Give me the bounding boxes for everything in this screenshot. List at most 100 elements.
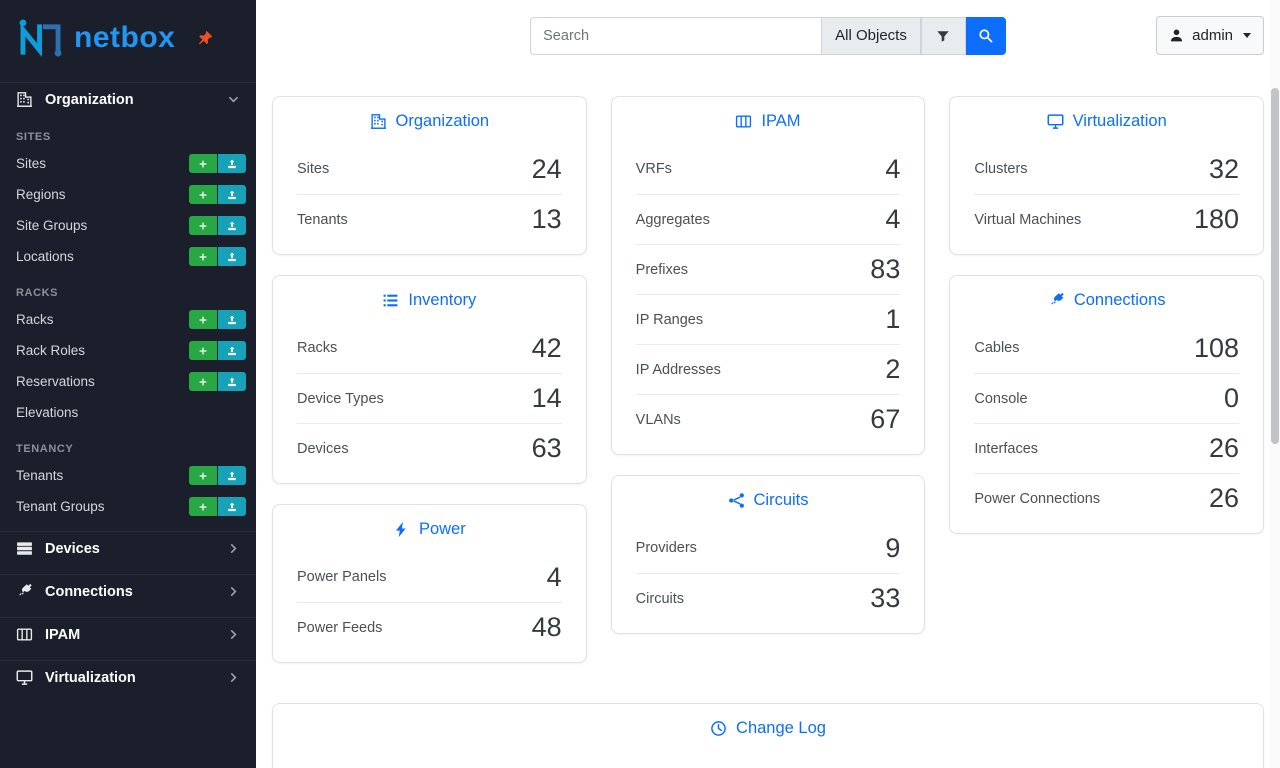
stat-value: 108 [1193,332,1240,363]
card-ipam: IPAM VRFs 4 Aggregates 4 Prefixes 83 IP … [610,96,926,455]
search-button[interactable] [965,16,1006,55]
import-button[interactable] [218,372,246,391]
stat-value: 4 [885,204,901,234]
stat-row: Power Panels 4 [297,552,562,602]
add-button[interactable] [189,341,217,360]
sidebar-item-label: Regions [16,187,66,202]
search-icon [978,28,993,43]
sidebar-group-ipam[interactable]: IPAM [0,617,256,651]
stat-label[interactable]: Console [974,390,1028,407]
card-column: Virtualization Clusters 32 Virtual Machi… [949,96,1265,663]
sidebar-item-racks[interactable]: Racks [0,304,256,335]
main-area: All Objects admin Organization Sites 24 … [256,0,1280,768]
import-button[interactable] [218,466,246,485]
card-change-log: Change Log [272,703,1264,768]
sidebar-item-label: Site Groups [16,218,88,233]
stat-label[interactable]: Racks [297,340,338,356]
import-button[interactable] [218,310,246,329]
add-button[interactable] [189,466,217,485]
stat-label[interactable]: Virtual Machines [974,211,1082,228]
sidebar-group-organization[interactable]: Organization [0,82,256,116]
sidebar-item-locations[interactable]: Locations [0,241,256,272]
sidebar-item-label: Locations [16,249,74,264]
sidebar-group-label: Devices [45,540,100,557]
import-button[interactable] [218,185,246,204]
stat-value: 83 [870,254,901,284]
ipam-icon [16,626,33,643]
stat-label[interactable]: Providers [635,540,697,556]
filter-button[interactable] [920,16,966,55]
card-rows: Racks 42 Device Types 14 Devices 63 [273,323,586,483]
user-menu-button[interactable]: admin [1156,16,1264,55]
search-input[interactable] [530,16,823,55]
changelog-icon [710,720,727,737]
import-button[interactable] [218,341,246,360]
stat-row: Devices 63 [297,423,562,473]
sidebar-item-sites[interactable]: Sites [0,148,256,179]
stat-value: 13 [531,204,562,234]
sidebar-item-label: Tenant Groups [16,499,105,514]
stat-label[interactable]: Power Panels [297,569,387,585]
netbox-logo-icon[interactable] [16,18,65,57]
stat-label[interactable]: Power Feeds [297,619,383,636]
stat-value: 2 [885,354,901,384]
stat-row: IP Ranges 1 [635,294,901,344]
pin-icon[interactable] [197,30,213,46]
stat-label[interactable]: Power Connections [974,490,1101,507]
card-virtualization: Virtualization Clusters 32 Virtual Machi… [949,96,1265,255]
page-scrollbar[interactable] [1270,0,1280,768]
sidebar-item-regions[interactable]: Regions [0,179,256,210]
stat-row: VLANs 67 [635,394,901,444]
stat-value: 42 [531,332,562,363]
add-button[interactable] [189,372,217,391]
stat-label[interactable]: Device Types [297,390,384,407]
card-circuits: Circuits Providers 9 Circuits 33 [610,475,926,634]
stat-label[interactable]: Clusters [974,161,1028,177]
object-type-button[interactable]: All Objects [822,16,921,55]
stat-label[interactable]: Devices [297,440,349,457]
stat-label[interactable]: Circuits [635,590,685,607]
add-button[interactable] [189,247,217,266]
sidebar-item-elevations[interactable]: Elevations [0,397,256,428]
ipam-icon [735,113,752,130]
chevron-right-icon [227,671,240,684]
add-button[interactable] [189,310,217,329]
sidebar-item-label: Elevations [16,405,79,420]
stat-label[interactable]: IP Ranges [635,311,704,328]
scrollbar-thumb[interactable] [1271,88,1279,444]
stat-label[interactable]: Prefixes [635,261,689,278]
brand-name[interactable]: netbox [74,20,176,54]
stat-label[interactable]: VLANs [635,411,681,428]
stat-value: 14 [531,383,562,413]
import-button[interactable] [218,497,246,516]
import-button[interactable] [218,216,246,235]
add-button[interactable] [189,497,217,516]
caret-down-icon [1243,33,1251,38]
sidebar-item-site-groups[interactable]: Site Groups [0,210,256,241]
sidebar-item-actions [189,310,246,329]
import-button[interactable] [218,154,246,173]
stat-label[interactable]: Sites [297,161,330,177]
stat-label[interactable]: IP Addresses [635,361,721,378]
stat-label[interactable]: Cables [974,340,1020,356]
sidebar-item-reservations[interactable]: Reservations [0,366,256,397]
stat-row: Circuits 33 [635,573,901,623]
sidebar-item-rack-roles[interactable]: Rack Roles [0,335,256,366]
change-log-slot: Change Log [272,703,1264,768]
stat-label[interactable]: Aggregates [635,211,710,228]
import-button[interactable] [218,247,246,266]
add-button[interactable] [189,185,217,204]
sidebar-group-label: Organization [45,91,134,108]
sidebar-group-virtualization[interactable]: Virtualization [0,660,256,694]
add-button[interactable] [189,154,217,173]
stat-label[interactable]: Interfaces [974,440,1039,457]
sidebar-item-tenant-groups[interactable]: Tenant Groups [0,491,256,522]
add-button[interactable] [189,216,217,235]
sidebar-item-tenants[interactable]: Tenants [0,460,256,491]
card-header: Connections [950,276,1263,323]
sidebar-group-devices[interactable]: Devices [0,531,256,565]
stat-label[interactable]: VRFs [635,161,672,177]
sidebar-group-connections[interactable]: Connections [0,574,256,608]
card-title: Power [418,520,466,538]
stat-label[interactable]: Tenants [297,211,348,228]
